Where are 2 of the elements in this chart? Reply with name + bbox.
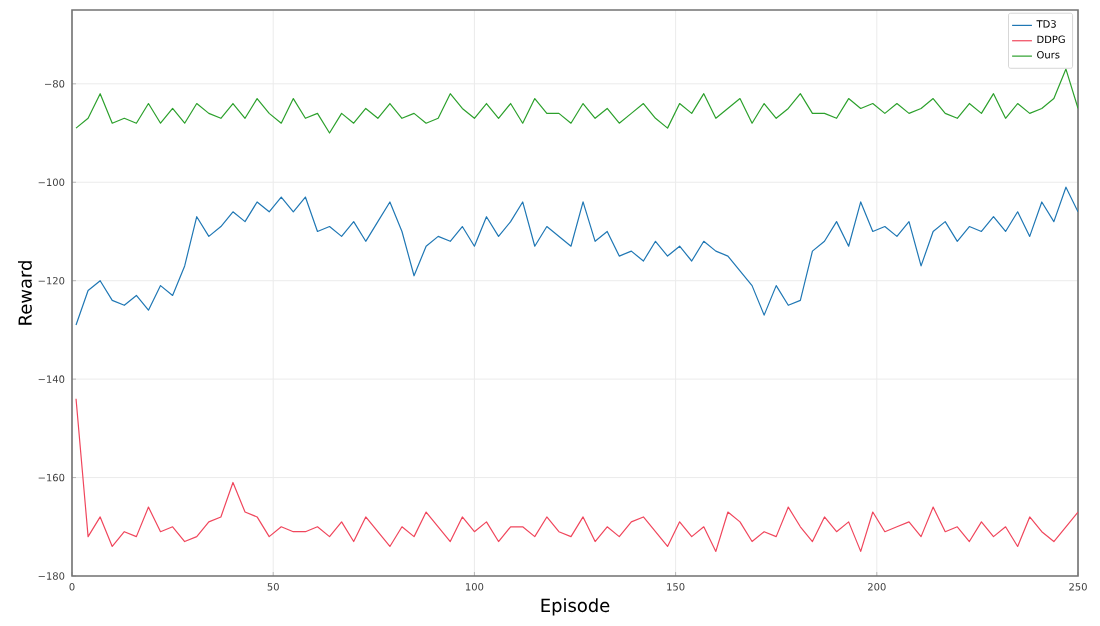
y-axis-title: Reward: [18, 261, 32, 325]
x-axis-title: Episode: [541, 598, 610, 616]
